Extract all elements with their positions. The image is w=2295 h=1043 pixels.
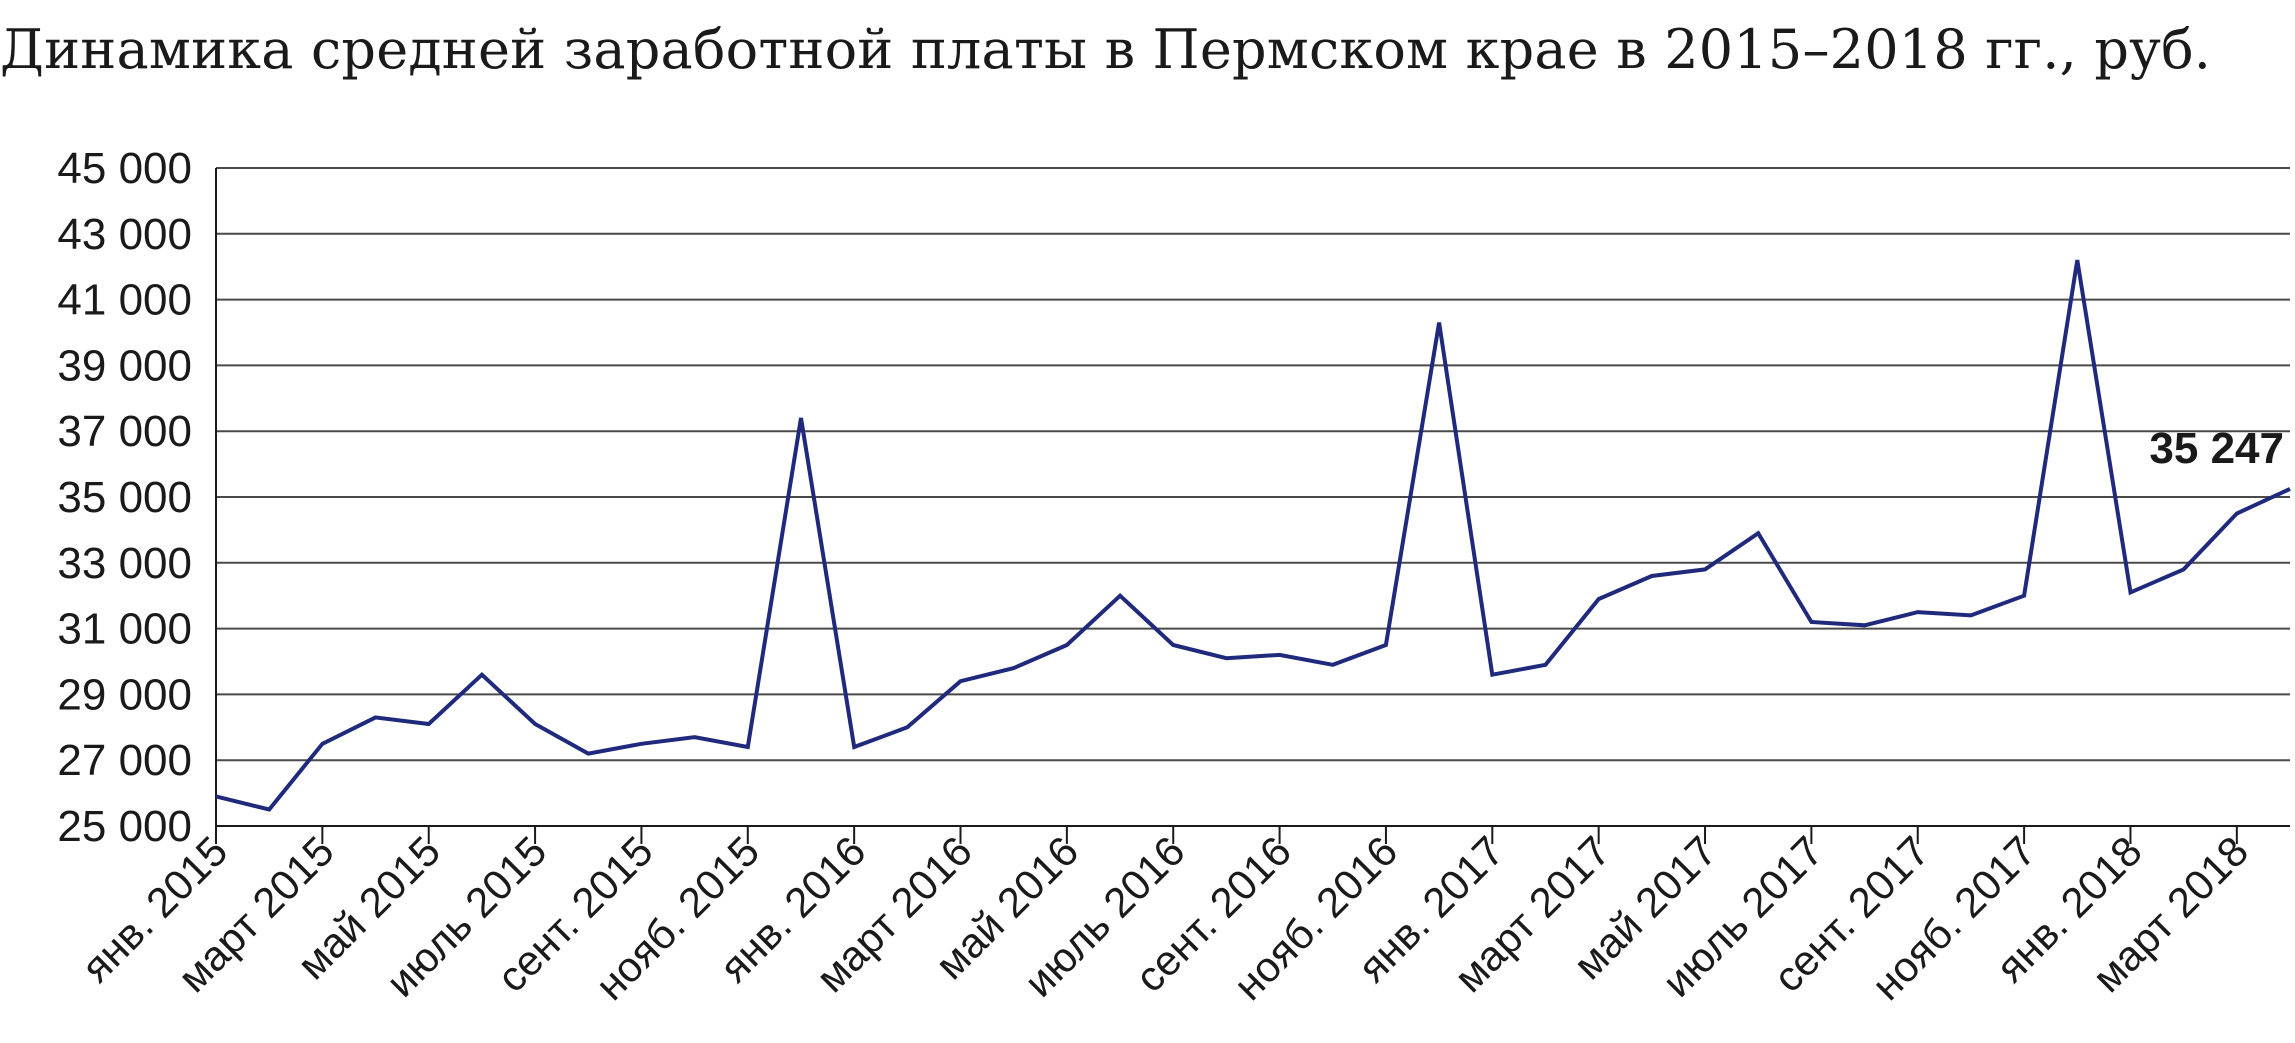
y-tick-label: 33 000 — [57, 539, 192, 588]
data-point — [1543, 663, 1547, 667]
y-axis-ticks: 25 000 27 000 29 000 31 000 33 000 35 000 37 0… — [57, 144, 192, 851]
data-point — [320, 742, 324, 746]
data-point — [1650, 574, 1654, 578]
data-point — [1703, 567, 1707, 571]
series — [214, 258, 2292, 812]
data-point — [2235, 511, 2239, 515]
data-point — [639, 742, 643, 746]
data-point — [1756, 531, 1760, 535]
axes — [215, 168, 2290, 844]
data-point — [586, 752, 590, 756]
data-label-last: 35 247 — [2149, 424, 2284, 473]
data-point — [2128, 590, 2132, 594]
data-point — [1278, 653, 1282, 657]
data-point — [374, 715, 378, 719]
y-tick-label: 41 000 — [57, 276, 192, 325]
data-point — [2022, 594, 2026, 598]
data-point — [427, 722, 431, 726]
data-point — [959, 679, 963, 683]
data-point — [1224, 656, 1228, 660]
data-point — [2288, 487, 2292, 491]
data-point — [2182, 567, 2186, 571]
data-point — [1916, 610, 1920, 614]
grid-lines — [216, 167, 2290, 762]
y-tick-label: 29 000 — [57, 670, 192, 719]
data-point — [267, 808, 271, 812]
data-point — [1969, 613, 1973, 617]
data-labels: 35 247 — [2149, 424, 2284, 473]
y-tick-label: 35 000 — [57, 473, 192, 522]
data-point — [693, 735, 697, 739]
data-point — [480, 673, 484, 677]
y-tick-label: 27 000 — [57, 736, 192, 785]
data-point — [1065, 643, 1069, 647]
data-point — [1597, 597, 1601, 601]
data-point — [746, 745, 750, 749]
y-tick-label: 43 000 — [57, 210, 192, 259]
data-point — [1331, 663, 1335, 667]
data-point — [2075, 258, 2079, 262]
y-tick-label: 45 000 — [57, 144, 192, 193]
data-point — [1118, 594, 1122, 598]
data-point — [905, 725, 909, 729]
y-tick-label: 39 000 — [57, 341, 192, 390]
y-tick-label: 31 000 — [57, 605, 192, 654]
data-point — [1384, 643, 1388, 647]
data-point — [852, 745, 856, 749]
data-point — [1012, 666, 1016, 670]
y-tick-label: 37 000 — [57, 407, 192, 456]
data-point — [1863, 623, 1867, 627]
data-point — [1809, 620, 1813, 624]
chart-title: Динамика средней заработной платы в Перм… — [0, 18, 2212, 81]
salary-line — [215, 259, 2291, 812]
data-point — [214, 794, 218, 798]
data-point — [799, 416, 803, 420]
y-tick-label: 25 000 — [57, 802, 192, 851]
data-point — [1437, 321, 1441, 325]
data-point — [533, 722, 537, 726]
data-point — [1490, 673, 1494, 677]
data-point — [1171, 643, 1175, 647]
